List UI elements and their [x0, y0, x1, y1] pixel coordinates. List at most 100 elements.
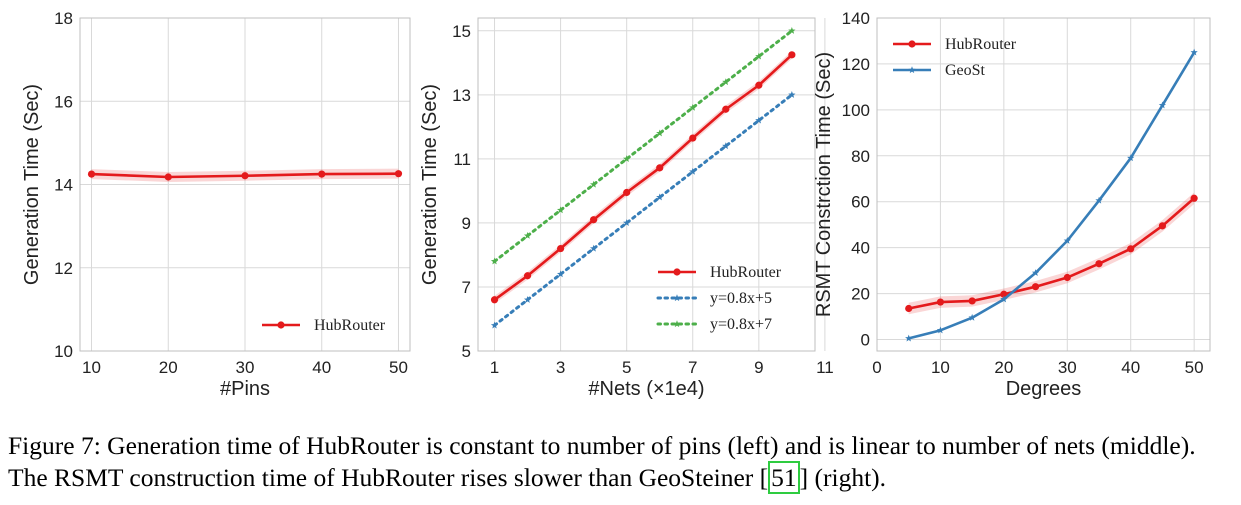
caption-text-2: ] (right).: [799, 463, 887, 492]
x-tick-label: 11: [816, 358, 834, 377]
y-tick-label: 18: [54, 9, 73, 28]
y-tick-label: 80: [851, 147, 870, 166]
legend-marker: [673, 268, 681, 276]
data-point: [968, 313, 976, 321]
data-point: [164, 173, 172, 181]
data-point: [523, 295, 532, 303]
data-point: [490, 257, 499, 265]
data-point: [590, 216, 598, 224]
legend-entry: HubRouter: [893, 36, 1017, 53]
data-point: [1190, 194, 1198, 202]
data-point: [936, 298, 945, 306]
legend-label: y=0.8x+5: [710, 290, 772, 307]
data-point: [656, 129, 664, 137]
y-axis-label: Generation Time (Sec): [419, 84, 441, 285]
legend-marker: [673, 294, 681, 302]
legend-label: y=0.8x+7: [710, 316, 772, 333]
data-point: [394, 170, 403, 178]
figure-caption: Figure 7: Generation time of HubRouter i…: [8, 430, 1236, 494]
data-point: [1095, 260, 1103, 268]
series-y=0.8x+5: [490, 91, 796, 329]
data-point: [1031, 269, 1040, 276]
data-point: [788, 91, 796, 98]
x-tick-label: 10: [82, 358, 101, 377]
x-tick-label: 9: [754, 358, 763, 377]
x-tick-label: 40: [312, 358, 331, 377]
y-tick-label: 140: [842, 9, 870, 28]
legend-entry: HubRouter: [658, 264, 782, 281]
data-point: [490, 321, 499, 329]
legend-marker: [908, 66, 916, 74]
x-tick-label: 20: [994, 358, 1013, 377]
y-tick-label: 13: [452, 86, 471, 105]
legend-label: HubRouter: [314, 317, 386, 334]
data-point: [905, 304, 913, 313]
series-line: [493, 29, 794, 263]
confidence-band: [908, 192, 1195, 315]
y-tick-label: 11: [453, 150, 471, 169]
y-tick-label: 14: [54, 176, 73, 195]
y-tick-label: 7: [462, 278, 471, 297]
data-point: [722, 105, 730, 113]
x-tick-label: 50: [389, 358, 408, 377]
y-tick-label: 5: [462, 342, 471, 361]
series-line: [908, 51, 1196, 340]
legend-entry: y=0.8x+7: [656, 316, 772, 333]
y-tick-label: 10: [54, 342, 73, 361]
data-point: [556, 206, 565, 214]
data-point: [656, 164, 664, 172]
x-tick-label: 7: [688, 358, 697, 377]
data-point: [318, 170, 326, 178]
data-point: [1127, 154, 1135, 162]
data-point: [936, 326, 945, 334]
x-tick-label: 10: [931, 358, 950, 377]
caption-ref-link[interactable]: 51: [768, 461, 800, 494]
data-point: [490, 296, 499, 304]
legend-label: HubRouter: [945, 36, 1017, 53]
x-tick-label: 0: [872, 358, 881, 377]
data-point: [689, 134, 697, 142]
y-tick-label: 60: [851, 193, 870, 212]
series-HubRouter: [87, 168, 403, 183]
data-point: [722, 78, 730, 86]
series-line: [493, 93, 794, 327]
data-point: [1000, 290, 1008, 298]
y-axis-label: RSMT Constrction Time (Sec): [813, 52, 835, 317]
data-point: [968, 297, 976, 305]
x-axis-label: #Pins: [220, 378, 270, 400]
data-point: [656, 193, 664, 201]
data-point: [788, 27, 796, 34]
data-point: [523, 231, 532, 239]
y-tick-label: 40: [851, 239, 870, 258]
x-tick-label: 1: [490, 358, 499, 377]
series-line: [908, 197, 1195, 310]
data-point: [523, 272, 532, 280]
legend-label: HubRouter: [710, 264, 782, 281]
plot-frame: [876, 17, 1211, 352]
data-point: [722, 142, 730, 150]
data-point: [689, 103, 697, 111]
x-tick-label: 30: [1058, 358, 1077, 377]
x-tick-label: 30: [236, 358, 255, 377]
data-point: [623, 155, 631, 162]
data-point: [241, 172, 249, 180]
y-tick-label: 15: [452, 22, 471, 41]
x-axis-label: #Nets (×1e4): [588, 378, 704, 400]
data-point: [623, 188, 631, 197]
x-tick-label: 20: [159, 358, 178, 377]
series-y=0.8x+7: [490, 27, 796, 265]
data-point: [87, 170, 96, 178]
y-tick-label: 20: [851, 285, 870, 304]
legend-marker: [673, 320, 681, 328]
data-point: [590, 180, 598, 188]
data-point: [1031, 283, 1040, 291]
legend-label: GeoSt: [945, 62, 986, 79]
x-axis-label: Degrees: [1006, 378, 1082, 400]
data-point: [1063, 273, 1071, 282]
data-point: [905, 334, 913, 342]
y-tick-label: 9: [462, 214, 471, 233]
legend-entry: y=0.8x+5: [656, 290, 772, 307]
data-point: [788, 51, 796, 59]
figure: 10 20 30 40 50 10 12 14 16 18 #Pins Generation Time…: [21, 9, 1211, 400]
